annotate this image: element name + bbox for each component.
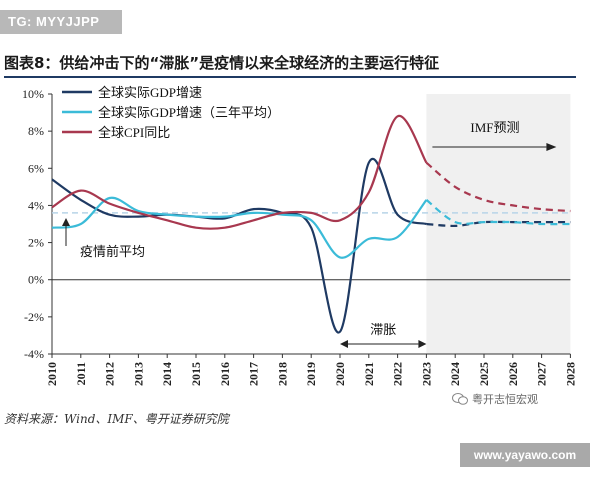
average-line-label: 疫情前平均 (80, 244, 145, 259)
x-tick-label: 2024 (448, 362, 462, 386)
imf-forecast-label: IMF预测 (470, 120, 519, 135)
x-tick-label: 2019 (304, 362, 318, 386)
y-tick-label: 6% (28, 161, 44, 175)
x-tick-label: 2011 (74, 362, 88, 385)
y-tick-label: 2% (28, 236, 44, 250)
legend-label: 全球实际GDP增速 (98, 85, 202, 100)
wechat-watermark: 粤开志恒宏观 (452, 391, 538, 407)
stagflation-label: 滞胀 (370, 322, 396, 337)
cpi-series-actual (51, 115, 428, 230)
x-tick-label: 2020 (333, 362, 347, 386)
gdp-growth-series-actual (51, 158, 427, 334)
average-pointer-head (62, 218, 70, 226)
x-tick-label: 2015 (189, 362, 203, 386)
stagflation-arrow-right (418, 340, 427, 348)
x-tick-label: 2014 (160, 362, 174, 386)
tg-watermark: TG: MYYJJPP (0, 10, 122, 34)
gdp-3yr-avg-series-forecast (425, 199, 571, 226)
x-tick-label: 2021 (362, 362, 376, 386)
title-rule (4, 76, 576, 78)
x-tick-label: 2025 (477, 362, 491, 386)
source-note: 资料来源：Wind、IMF、粤开证券研究院 (4, 412, 229, 426)
y-tick-label: 8% (28, 124, 44, 138)
x-tick-label: 2023 (419, 362, 433, 386)
y-tick-label: -2% (24, 310, 44, 324)
forecast-shade (426, 94, 571, 354)
line-chart: -4% -2% 0% 2% 4% 6% 8% 10% 2010 2011 2012 2013 2014 2… (22, 85, 577, 386)
x-tick-label: 2013 (131, 362, 145, 386)
x-tick-label: 2028 (563, 362, 577, 386)
x-tick-label: 2026 (506, 362, 520, 386)
x-tick-label: 2010 (45, 362, 59, 386)
legend-label: 全球实际GDP增速（三年平均） (98, 105, 280, 120)
y-tick-label: 10% (22, 87, 44, 101)
x-tick-label: 2018 (275, 362, 289, 386)
wechat-icon (452, 393, 468, 405)
x-tick-label: 2016 (218, 362, 232, 386)
site-watermark: www.yayawo.com (460, 443, 590, 467)
gdp-growth-series-forecast (426, 220, 571, 228)
wechat-label: 粤开志恒宏观 (472, 393, 538, 406)
stagflation-arrow-left (340, 340, 348, 348)
x-tick-label: 2022 (391, 362, 405, 386)
x-tick-label: 2017 (247, 362, 261, 386)
y-tick-label: 0% (28, 273, 44, 287)
cpi-series-forecast (425, 161, 571, 213)
x-tick-label: 2012 (103, 362, 117, 386)
gdp-3yr-avg-series-actual (51, 196, 428, 259)
imf-arrow-head (546, 143, 557, 151)
figure-title: 图表8：供给冲击下的“滞胀”是疫情以来全球经济的主要运行特征 (4, 54, 440, 72)
x-tick-label: 2027 (535, 362, 549, 386)
y-tick-label: -4% (24, 347, 44, 361)
legend-label: 全球CPI同比 (98, 125, 170, 140)
y-tick-label: 4% (28, 198, 44, 212)
